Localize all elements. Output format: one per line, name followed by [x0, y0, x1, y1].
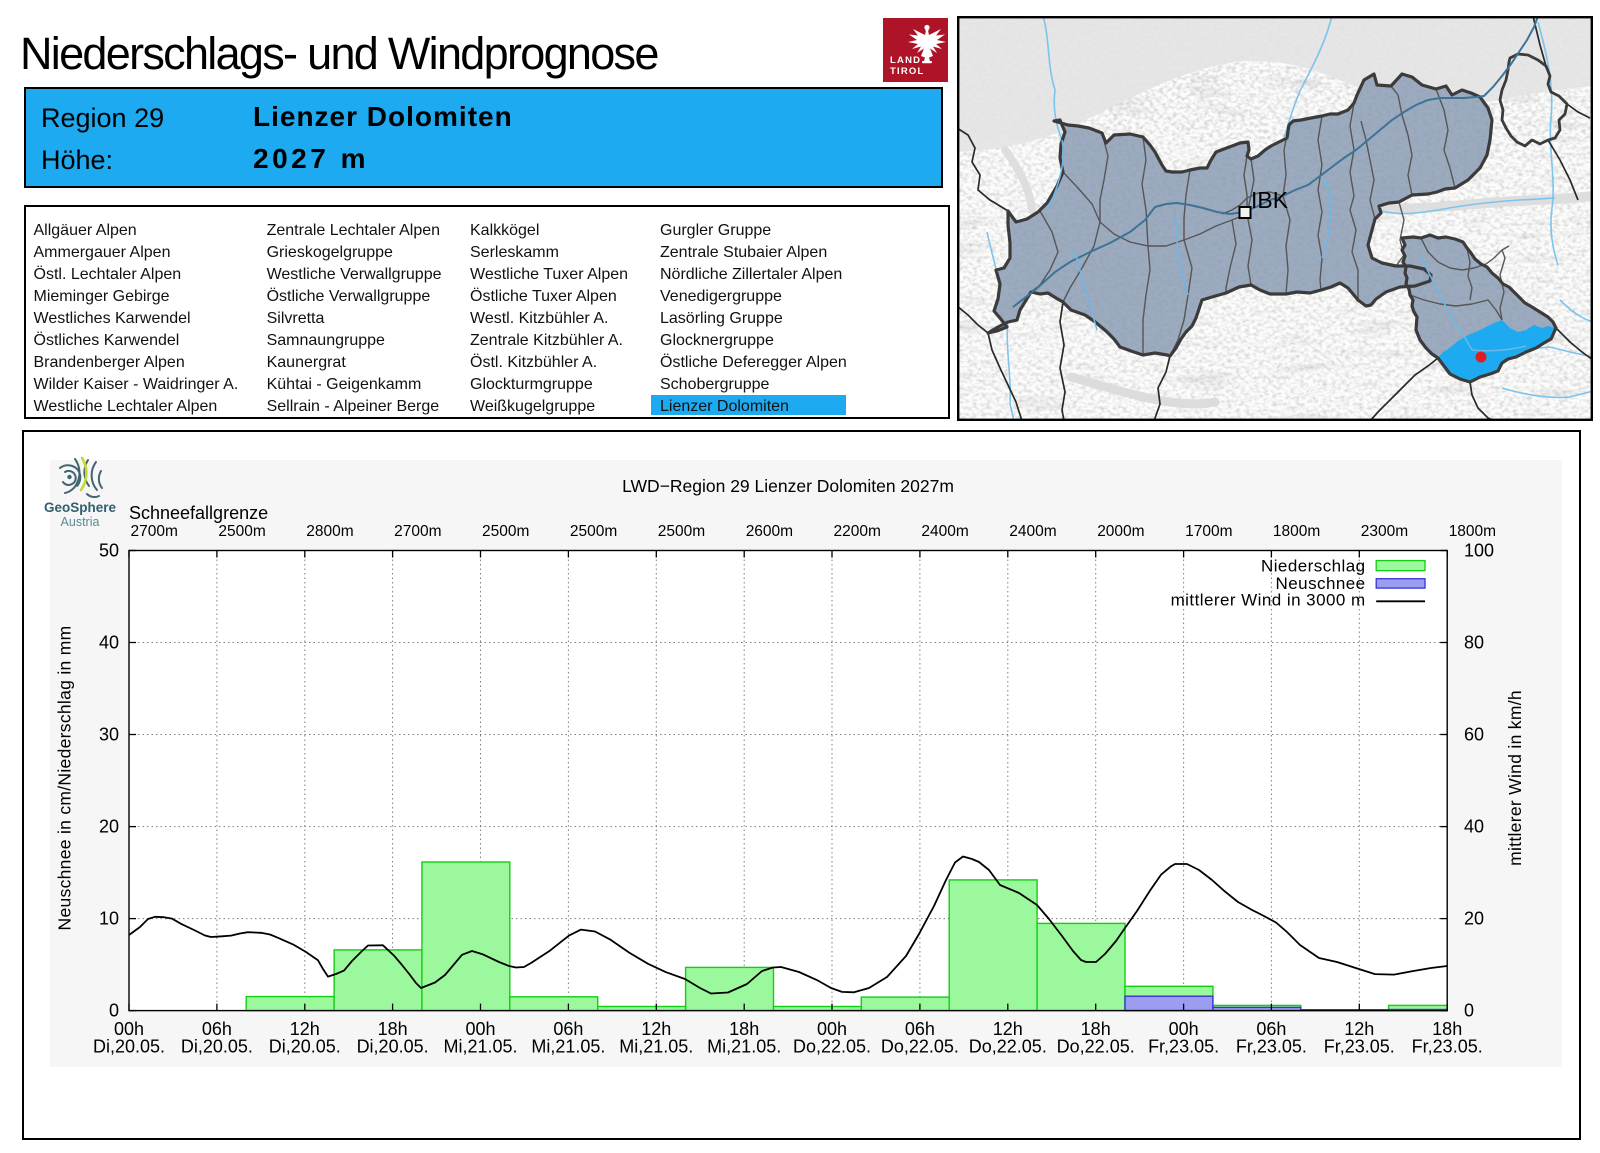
svg-text:LAND: LAND: [890, 55, 921, 66]
svg-text:IBK: IBK: [1251, 187, 1289, 213]
svg-text:TIROL: TIROL: [890, 66, 925, 77]
